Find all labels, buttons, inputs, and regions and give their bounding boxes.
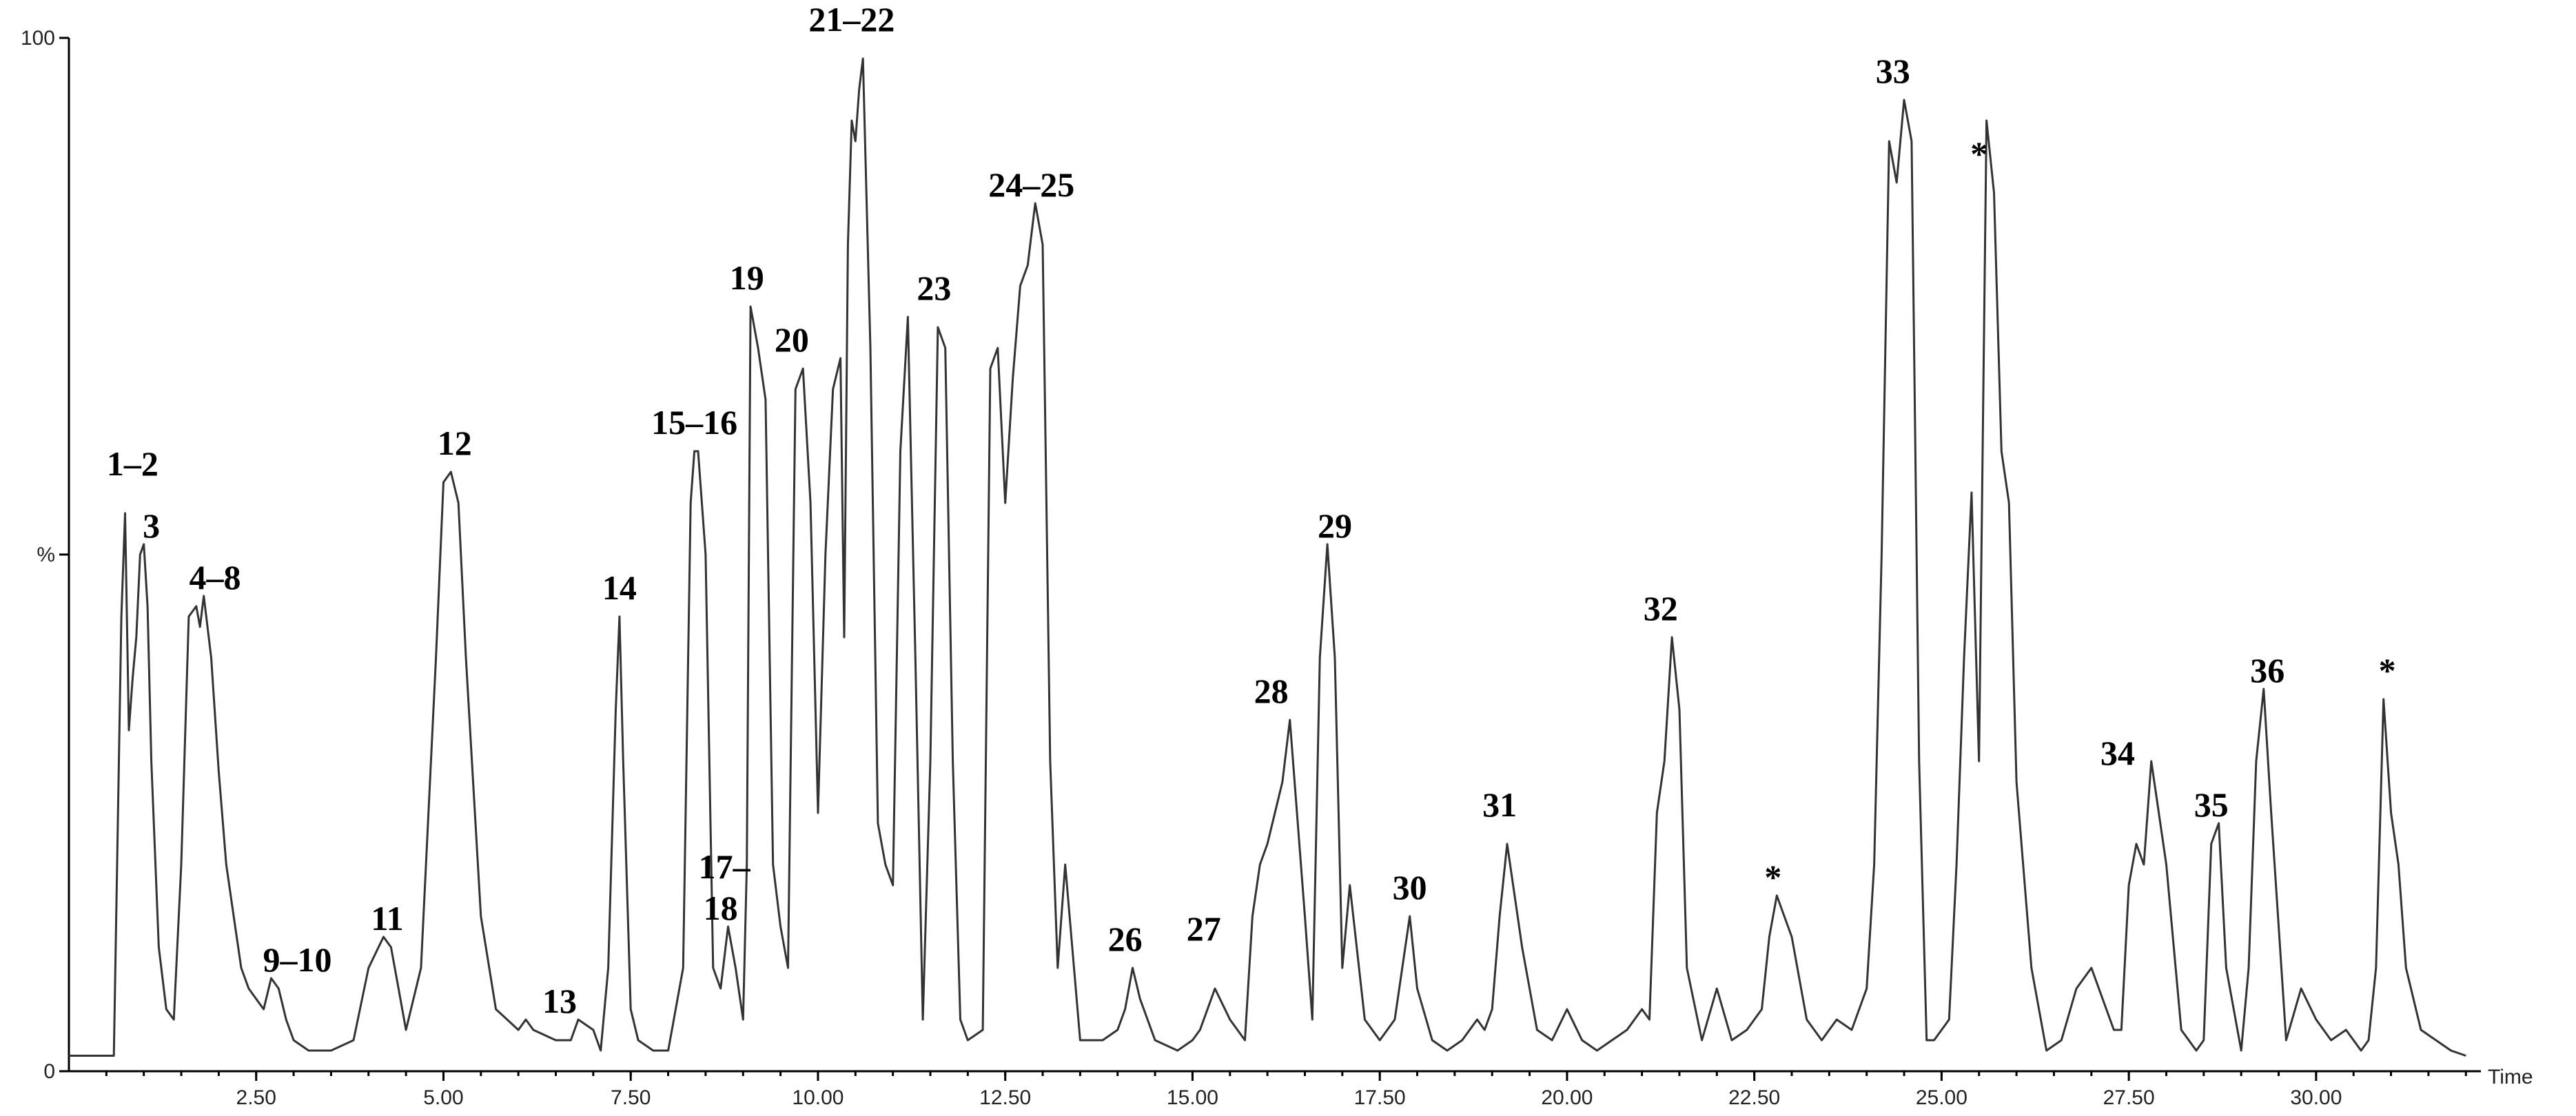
x-tick-label: 27.50 [2103, 1086, 2155, 1109]
peak-label: 24–25 [988, 165, 1074, 204]
peak-label: 1–2 [107, 444, 159, 483]
x-tick-label: 30.00 [2290, 1086, 2342, 1109]
peak-label: 11 [371, 899, 403, 938]
peak-label: 30 [1393, 868, 1427, 907]
x-tick-label: 15.00 [1167, 1086, 1218, 1109]
y-tick-label: 0 [43, 1060, 55, 1083]
x-tick-label: 25.00 [1916, 1086, 1967, 1109]
peak-label: 27 [1187, 909, 1221, 948]
y-ticks: 0% 100 [21, 27, 69, 1083]
peak-labels: 1–2 3 4–8 9–10 11 12 13 14 15–16 17–18 19 20 21–22 23… [107, 0, 2396, 1020]
peak-label: 3 [143, 506, 160, 545]
peak-label: 9–10 [263, 940, 332, 979]
x-tick-label: 10.00 [792, 1086, 844, 1109]
x-tick-label: 7.50 [611, 1086, 651, 1109]
peak-label: 18 [704, 889, 738, 927]
peak-label: 32 [1644, 589, 1678, 628]
peak-label: 12 [438, 424, 472, 462]
peak-label: 29 [1318, 506, 1352, 545]
y-tick-label: % [37, 544, 55, 566]
peak-label: 13 [542, 982, 577, 1020]
x-tick-label: 2.50 [236, 1086, 276, 1109]
peak-label: 17– [699, 847, 751, 886]
peak-label: 28 [1254, 672, 1289, 710]
peak-label: 15–16 [651, 403, 737, 442]
peak-label: 14 [602, 568, 637, 607]
x-axis-title: Time [2488, 1066, 2533, 1088]
series-line [69, 57, 2466, 1057]
peak-label: 31 [1482, 785, 1517, 824]
x-tick-label: 20.00 [1541, 1086, 1593, 1109]
peak-label: 26 [1108, 920, 1143, 958]
x-tick-label: 5.00 [423, 1086, 463, 1109]
peak-label: * [1970, 134, 1987, 173]
axes [68, 38, 2481, 1073]
peak-label: 21–22 [808, 0, 895, 39]
peak-label: 23 [917, 269, 951, 307]
peak-label: * [2379, 651, 2396, 690]
x-tick-label: 17.50 [1354, 1086, 1406, 1109]
peak-label: 19 [730, 258, 764, 297]
x-ticks: 2.50 5.00 7.50 10.00 12.50 15.00 17.50 20.00 22.… [105, 1071, 2467, 1109]
peak-label: 33 [1876, 52, 1910, 90]
peak-label: 20 [775, 320, 809, 359]
x-tick-label: 12.50 [979, 1086, 1031, 1109]
peak-label: * [1764, 858, 1781, 896]
peak-label: 36 [2250, 651, 2284, 690]
x-tick-label: 22.50 [1728, 1086, 1780, 1109]
peak-label: 34 [2100, 734, 2135, 772]
peak-label: 4–8 [189, 558, 241, 597]
peak-label: 35 [2194, 785, 2229, 824]
y-tick-label: 100 [21, 27, 55, 50]
